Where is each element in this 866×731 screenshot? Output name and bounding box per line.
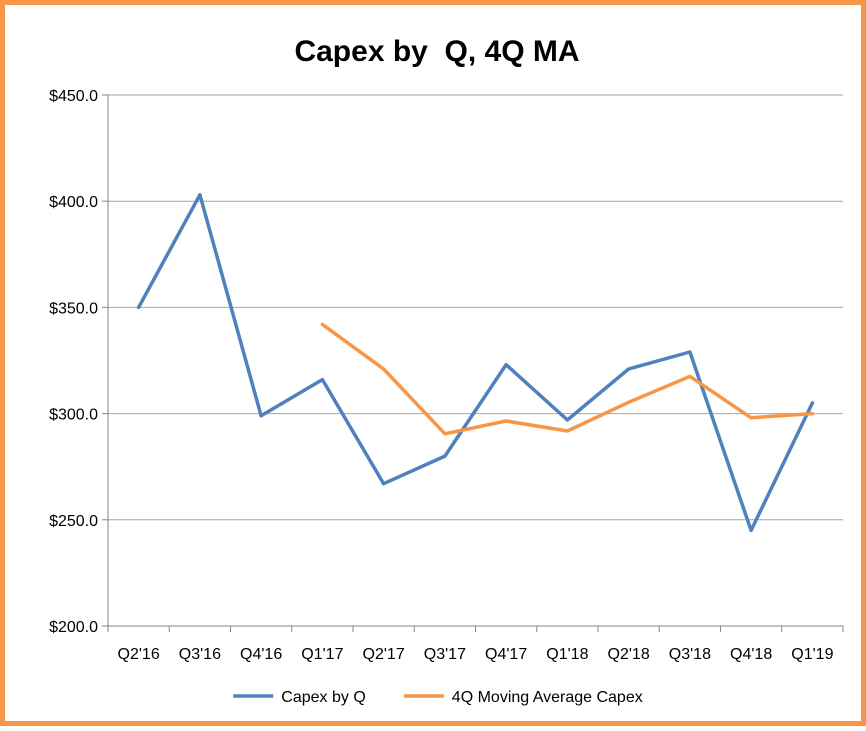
data-point: [259, 414, 263, 418]
x-tick-label: Q2'16: [118, 646, 160, 663]
x-tick-label: Q3'18: [669, 646, 711, 663]
legend-item: 4Q Moving Average Capex: [403, 689, 643, 706]
legend-label: Capex by Q: [281, 689, 365, 706]
legend-item: Capex by Q: [233, 689, 366, 706]
series-line-1: [136, 193, 815, 533]
x-tick-label: Q3'16: [179, 646, 221, 663]
data-point: [504, 419, 508, 423]
series-line-2: [320, 322, 815, 436]
y-tick-label: $200.0: [49, 619, 98, 636]
x-tick-label: Q1'17: [301, 646, 343, 663]
y-tick-label: $250.0: [49, 513, 98, 530]
legend: Capex by Q 4Q Moving Average Capex: [233, 689, 643, 706]
x-tick-label: Q4'16: [240, 646, 282, 663]
data-point: [565, 418, 569, 422]
data-point: [749, 416, 753, 420]
data-point: [627, 400, 631, 404]
x-tick-label: Q2'18: [608, 646, 650, 663]
line-chart: Capex by Q, 4Q MA $200.0 $250.0 $300.0 $350…: [49, 35, 844, 706]
data-point: [198, 193, 202, 197]
legend-label: 4Q Moving Average Capex: [452, 689, 643, 706]
data-point: [320, 322, 324, 326]
data-point: [504, 363, 508, 367]
y-tick-label: $450.0: [49, 88, 98, 105]
axes: [102, 94, 844, 632]
series: [136, 193, 815, 533]
x-tick-label: Q4'18: [730, 646, 772, 663]
data-point: [688, 350, 692, 354]
x-tick-label: Q1'19: [791, 646, 833, 663]
x-tick-label: Q3'17: [424, 646, 466, 663]
x-tick-label: Q1'18: [546, 646, 588, 663]
chart-title: Capex by Q, 4Q MA: [294, 35, 579, 68]
y-tick-label: $400.0: [49, 194, 98, 211]
data-point: [320, 378, 324, 382]
data-point: [810, 412, 814, 416]
data-point: [137, 305, 141, 309]
data-point: [749, 528, 753, 532]
data-point: [382, 482, 386, 486]
data-point: [443, 432, 447, 436]
x-tick-label: Q4'17: [485, 646, 527, 663]
x-tick-labels: Q2'16 Q3'16 Q4'16 Q1'17 Q2'17 Q3'17 Q4'17 Q1'18…: [118, 646, 834, 663]
y-tick-labels: $200.0 $250.0 $300.0 $350.0 $400.0 $450.0: [49, 88, 98, 636]
data-point: [565, 429, 569, 433]
data-point: [443, 454, 447, 458]
data-point: [810, 401, 814, 405]
data-point: [382, 367, 386, 371]
data-point: [627, 367, 631, 371]
gridlines: [108, 94, 843, 521]
x-tick-label: Q2'17: [363, 646, 405, 663]
data-point: [688, 374, 692, 378]
y-tick-label: $300.0: [49, 407, 98, 424]
y-tick-label: $350.0: [49, 300, 98, 317]
